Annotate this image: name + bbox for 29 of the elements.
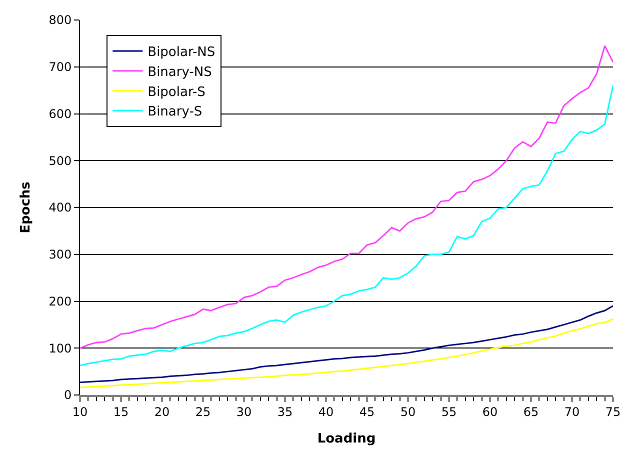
legend-label: Binary-S [148, 104, 202, 120]
x-tick-label: 10 [72, 405, 88, 420]
x-tick-label: 55 [441, 405, 457, 420]
y-axis-title: Epochs [18, 181, 34, 234]
y-tick-label: 0 [64, 388, 72, 402]
x-tick-label: 45 [359, 405, 375, 420]
x-tick-label: 50 [400, 405, 416, 420]
y-tick-label: 400 [48, 200, 72, 215]
legend-label: Bipolar-S [148, 84, 206, 100]
x-tick-label: 65 [523, 405, 539, 420]
x-tick-label: 30 [236, 405, 252, 420]
x-tick-label: 60 [482, 405, 498, 420]
y-tick-label: 800 [48, 13, 72, 28]
y-tick-label: 700 [48, 60, 72, 74]
x-tick-label: 75 [605, 405, 621, 420]
y-tick-label: 200 [48, 294, 72, 308]
legend-label: Binary-NS [148, 64, 212, 80]
x-tick-label: 40 [318, 405, 334, 420]
x-tick-label: 35 [277, 405, 293, 420]
x-tick-label: 20 [154, 405, 170, 420]
y-tick-label: 100 [48, 341, 72, 356]
x-tick-label: 15 [113, 405, 129, 420]
y-tick-label: 500 [48, 154, 72, 168]
y-tick-label: 600 [48, 106, 72, 121]
y-tick-label: 300 [48, 248, 72, 262]
x-axis-title: Loading [317, 431, 376, 446]
x-tick-label: 70 [564, 405, 580, 420]
legend-label: Bipolar-NS [148, 45, 216, 60]
x-tick-label: 25 [195, 405, 211, 420]
